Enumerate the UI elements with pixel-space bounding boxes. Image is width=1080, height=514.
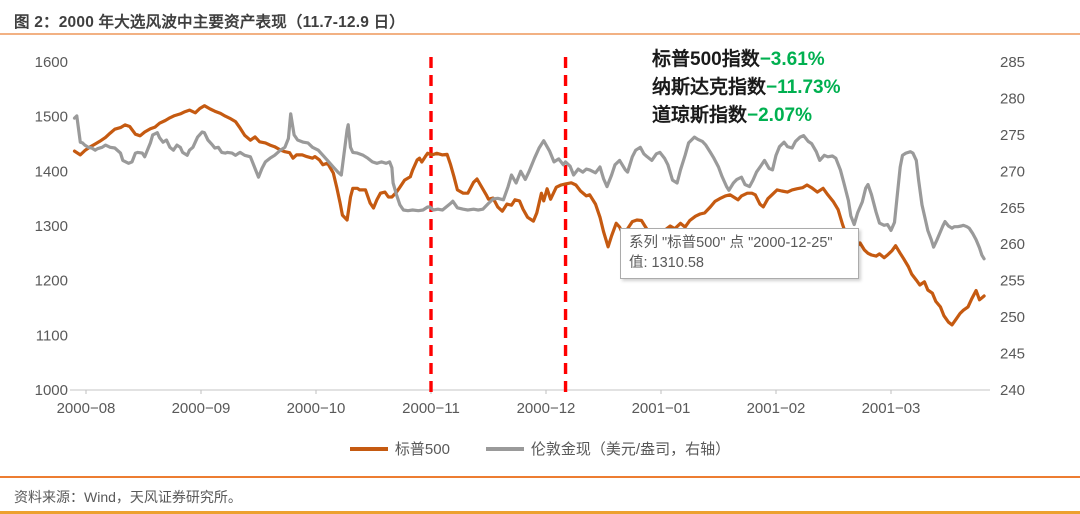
annotation-label: 纳斯达克指数 <box>652 77 767 98</box>
footer-divider <box>0 476 1080 478</box>
axis-tick-label: 2000−10 <box>287 400 346 417</box>
axis-tick-label: 250 <box>1000 309 1025 326</box>
sp500-line-swatch <box>349 446 388 451</box>
axis-tick-label: 1400 <box>35 163 68 180</box>
performance-annotations: 标普500指数−3.61% 纳斯达克指数−11.73% 道琼斯指数−2.07% <box>652 46 841 130</box>
axis-tick-label: 2001−03 <box>862 400 921 417</box>
annotation-label: 标普500指数 <box>652 49 760 70</box>
annotation-label: 道琼斯指数 <box>652 105 748 126</box>
figure-title: 图 2：2000 年大选风波中主要资产表现（11.7-12.9 日） <box>14 14 405 31</box>
legend-label-gold: 伦敦金现（美元/盎司，右轴） <box>530 441 731 458</box>
annotation-line: 道琼斯指数−2.07% <box>652 102 841 130</box>
axis-tick-label: 1200 <box>35 273 68 290</box>
axis-tick-label: 2000−08 <box>57 400 116 417</box>
axis-tick-label: 270 <box>1000 163 1025 180</box>
axis-tick-label: 240 <box>1000 382 1025 399</box>
annotation-value: −3.61% <box>759 49 825 70</box>
gold-line-swatch <box>485 446 524 451</box>
bottom-accent-bar <box>0 511 1080 514</box>
axis-tick-label: 2000−09 <box>172 400 231 417</box>
data-source-note: 资料来源：Wind，天风证券研究所。 <box>14 489 242 505</box>
title-divider <box>0 33 1080 35</box>
legend-item-gold: 伦敦金现（美元/盎司，右轴） <box>485 438 731 459</box>
axis-tick-label: 245 <box>1000 346 1025 363</box>
axis-tick-label: 265 <box>1000 200 1025 217</box>
chart-tooltip: 系列 "标普500" 点 "2000-12-25" 值: 1310.58 <box>620 228 859 279</box>
axis-tick-label: 1100 <box>36 327 68 344</box>
annotation-value: −2.07% <box>747 105 812 126</box>
annotation-line: 标普500指数−3.61% <box>652 46 841 74</box>
axis-tick-label: 275 <box>1000 127 1025 144</box>
plot-area[interactable] <box>70 50 990 395</box>
axis-tick-label: 1300 <box>35 218 68 235</box>
axis-tick-label: 260 <box>1000 236 1025 253</box>
chart-legend: 标普500 伦敦金现（美元/盎司，右轴） <box>0 438 1080 459</box>
annotation-line: 纳斯达克指数−11.73% <box>652 74 841 102</box>
legend-item-sp500: 标普500 <box>349 438 450 459</box>
axis-tick-label: 2000−12 <box>517 400 576 417</box>
tooltip-series-point: 系列 "标普500" 点 "2000-12-25" <box>629 235 833 251</box>
axis-tick-label: 1600 <box>35 54 68 71</box>
axis-tick-label: 280 <box>1000 90 1025 107</box>
tooltip-value: 值: 1310.58 <box>629 255 704 271</box>
axis-tick-label: 2001−02 <box>747 400 806 417</box>
legend-label-sp500: 标普500 <box>394 441 450 458</box>
axis-tick-label: 255 <box>1000 273 1025 290</box>
axis-tick-label: 285 <box>1000 54 1025 71</box>
series-line-gold <box>72 112 986 261</box>
axis-tick-label: 2001−01 <box>632 400 691 417</box>
axis-tick-label: 1500 <box>35 109 68 126</box>
annotation-value: −11.73% <box>766 77 841 98</box>
axis-tick-label: 2000−11 <box>402 400 460 417</box>
axis-tick-label: 1000 <box>35 382 68 399</box>
